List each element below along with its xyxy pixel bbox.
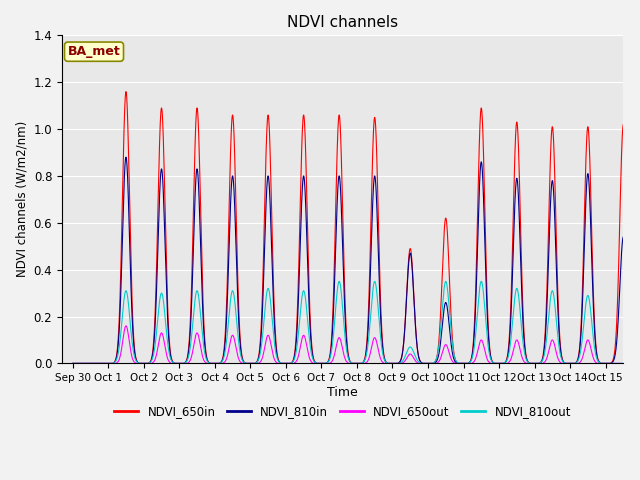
NDVI_810out [405, 345, 413, 350]
NDVI_650out [521, 359, 529, 365]
NDVI_650in [521, 338, 529, 344]
NDVI_810in [490, 360, 498, 366]
Line: NDVI_650in: NDVI_650in [73, 92, 640, 363]
NDVI_810in [275, 358, 282, 364]
NDVI_810in [405, 255, 413, 261]
NDVI_650out [122, 323, 130, 329]
NDVI_810out [430, 360, 438, 365]
NDVI_810out [97, 360, 105, 366]
NDVI_810out [521, 350, 529, 356]
NDVI_810out [477, 278, 485, 284]
NDVI_650in [405, 251, 413, 257]
X-axis label: Time: Time [327, 386, 358, 399]
NDVI_650out [490, 360, 498, 366]
Text: BA_met: BA_met [68, 45, 120, 58]
NDVI_810out [490, 360, 498, 366]
NDVI_810in [521, 343, 529, 349]
NDVI_650out [275, 360, 282, 366]
NDVI_650out [69, 360, 77, 366]
NDVI_650out [97, 360, 105, 366]
NDVI_810out [275, 359, 282, 364]
NDVI_650in [69, 360, 77, 366]
NDVI_650out [405, 352, 413, 358]
NDVI_650out [430, 360, 438, 366]
NDVI_810out [637, 360, 640, 366]
NDVI_650in [275, 357, 282, 363]
NDVI_650in [637, 360, 640, 366]
NDVI_810in [637, 360, 640, 366]
Y-axis label: NDVI channels (W/m2/nm): NDVI channels (W/m2/nm) [15, 121, 28, 277]
Line: NDVI_810in: NDVI_810in [73, 157, 640, 363]
Title: NDVI channels: NDVI channels [287, 15, 398, 30]
NDVI_810in [430, 360, 438, 366]
NDVI_650in [97, 360, 105, 366]
NDVI_810in [122, 154, 130, 160]
NDVI_650in [122, 89, 130, 95]
NDVI_650in [430, 360, 438, 366]
NDVI_810in [69, 360, 77, 366]
Line: NDVI_810out: NDVI_810out [73, 281, 640, 363]
NDVI_650out [637, 360, 640, 366]
NDVI_810out [69, 360, 77, 366]
NDVI_650in [490, 360, 498, 366]
Line: NDVI_650out: NDVI_650out [73, 326, 640, 363]
NDVI_810in [97, 360, 105, 366]
Legend: NDVI_650in, NDVI_810in, NDVI_650out, NDVI_810out: NDVI_650in, NDVI_810in, NDVI_650out, NDV… [109, 401, 576, 423]
